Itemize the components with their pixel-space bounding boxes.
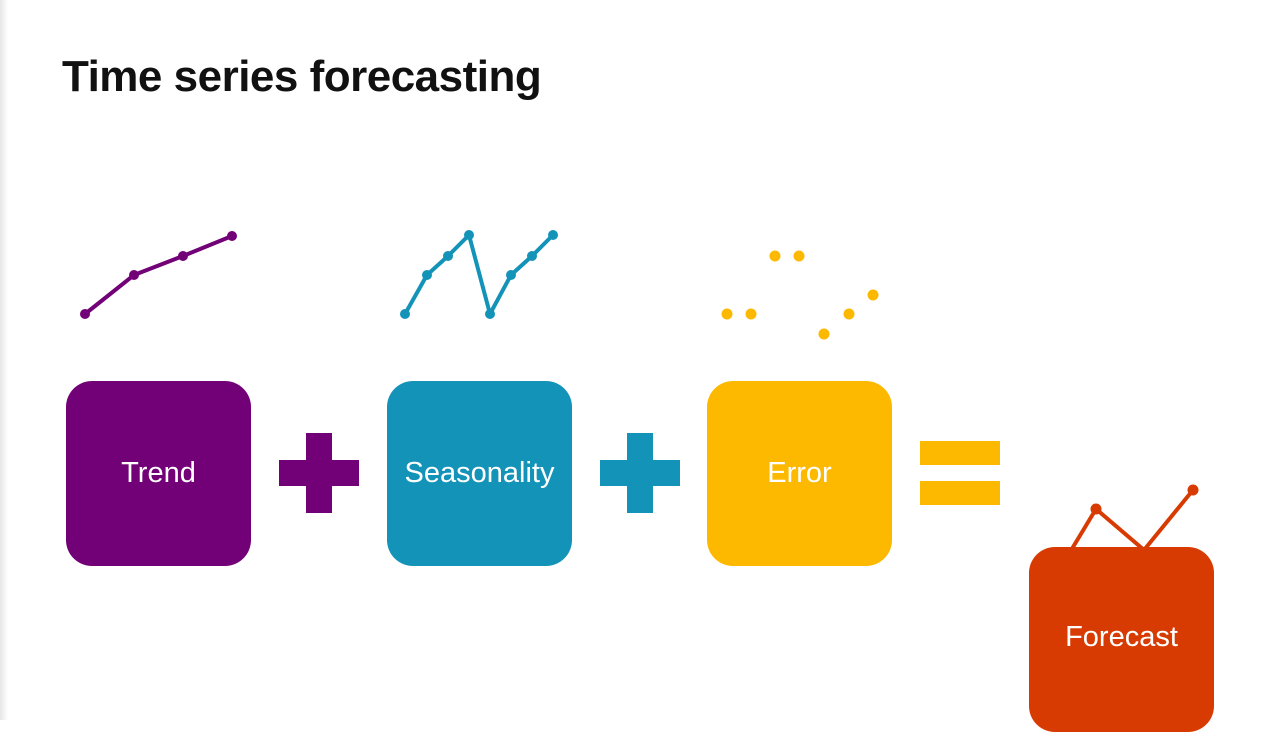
trend-line-icon (80, 231, 237, 319)
forecast-label: Forecast (1065, 621, 1178, 653)
error-scatter-icon (721, 250, 879, 340)
seasonality-box: Seasonality (387, 381, 572, 566)
plus-icon (279, 433, 359, 513)
error-box: Error (707, 381, 892, 566)
plus-icon (600, 433, 680, 513)
error-label: Error (767, 457, 832, 489)
trend-box: Trend (66, 381, 251, 566)
slide-title: Time series forecasting (62, 52, 542, 101)
forecast-box: Forecast (1029, 547, 1214, 732)
trend-label: Trend (121, 457, 196, 489)
slide-left-edge (0, 0, 8, 720)
seasonality-line-icon (400, 230, 558, 319)
equals-icon (920, 441, 1000, 505)
forecast-line-icon (1062, 484, 1199, 564)
seasonality-label: Seasonality (404, 457, 555, 489)
